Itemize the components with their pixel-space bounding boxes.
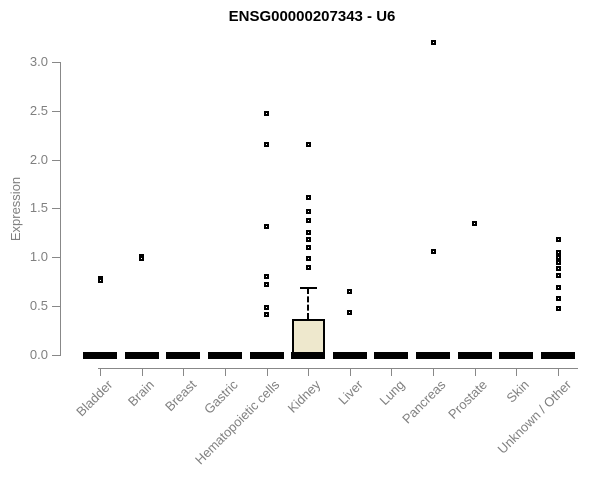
y-axis-tick: [52, 160, 60, 161]
y-axis-tick: [52, 111, 60, 112]
box-median-line: [374, 352, 408, 359]
y-axis-tick: [52, 257, 60, 258]
box-median-line: [291, 352, 325, 359]
box-median-line: [166, 352, 200, 359]
x-axis-line: [98, 368, 579, 369]
x-axis-tick: [475, 368, 476, 376]
y-axis-tick-label: 1.5: [29, 200, 48, 215]
x-axis-tick: [558, 368, 559, 376]
box-median-line: [333, 352, 367, 359]
y-axis-tick: [52, 208, 60, 209]
x-axis-tick: [142, 368, 143, 376]
data-point: [306, 245, 311, 250]
data-point: [306, 195, 311, 200]
data-point: [264, 305, 269, 310]
y-axis-line: [60, 62, 61, 356]
x-axis-tick: [391, 368, 392, 376]
x-axis-tick: [100, 368, 101, 376]
data-point: [306, 209, 311, 214]
y-axis-tick-label: 1.0: [29, 249, 48, 264]
x-axis-tick-label: Skin: [503, 377, 533, 406]
y-axis-tick-label: 2.0: [29, 152, 48, 167]
x-axis-tick: [267, 368, 268, 376]
y-axis-tick: [52, 355, 60, 356]
data-point: [347, 310, 352, 315]
y-axis-tick: [52, 306, 60, 307]
data-point: [431, 40, 436, 45]
chart-title: ENSG00000207343 - U6: [228, 8, 396, 25]
data-point: [264, 111, 269, 116]
data-point: [347, 289, 352, 294]
data-point: [556, 273, 561, 278]
data-point: [98, 278, 103, 283]
data-point: [306, 218, 311, 223]
data-point: [306, 265, 311, 270]
box-median-line: [541, 352, 575, 359]
box-median-line: [83, 352, 117, 359]
data-point: [306, 237, 311, 242]
x-axis-tick: [225, 368, 226, 376]
x-axis-tick-label: Prostate: [445, 377, 491, 422]
x-axis-tick-label: Liver: [334, 377, 366, 408]
box-upper-whisker-cap: [300, 287, 317, 289]
x-axis-tick-label: Pancreas: [399, 377, 449, 427]
x-axis-tick: [433, 368, 434, 376]
data-point: [472, 221, 477, 226]
data-point: [556, 237, 561, 242]
data-point: [556, 296, 561, 301]
data-point: [264, 142, 269, 147]
x-axis-tick-label: Gastric: [200, 377, 241, 417]
data-point: [264, 282, 269, 287]
data-point: [431, 249, 436, 254]
y-axis-tick-label: 3.0: [29, 54, 48, 69]
box-median-line: [125, 352, 159, 359]
x-axis-tick-label: Brain: [125, 377, 158, 410]
data-point: [306, 142, 311, 147]
x-axis-tick-label: Kidney: [285, 377, 324, 416]
data-point: [264, 224, 269, 229]
data-point: [139, 256, 144, 261]
x-axis-tick: [516, 368, 517, 376]
x-axis-tick: [308, 368, 309, 376]
data-point: [264, 274, 269, 279]
data-point: [556, 266, 561, 271]
data-point: [306, 256, 311, 261]
box-median-line: [458, 352, 492, 359]
data-point: [556, 260, 561, 265]
y-axis-tick: [52, 62, 60, 63]
box-upper-whisker: [307, 288, 309, 319]
data-point: [556, 250, 561, 255]
data-point: [556, 285, 561, 290]
box-median-line: [499, 352, 533, 359]
data-point: [306, 230, 311, 235]
data-point: [556, 255, 561, 260]
data-point: [556, 306, 561, 311]
x-axis-tick: [350, 368, 351, 376]
box-median-line: [250, 352, 284, 359]
box-median-line: [208, 352, 242, 359]
x-axis-tick-label: Lung: [376, 377, 408, 409]
x-axis-tick: [183, 368, 184, 376]
y-axis-tick-label: 0.0: [29, 347, 48, 362]
data-point: [264, 312, 269, 317]
box-median-line: [416, 352, 450, 359]
y-axis-tick-label: 2.5: [29, 103, 48, 118]
x-axis-tick-label: Unknown / Other: [494, 377, 574, 457]
x-axis-tick-label: Bladder: [73, 377, 116, 420]
x-axis-tick-label: Breast: [161, 377, 199, 415]
y-axis-tick-label: 0.5: [29, 298, 48, 313]
